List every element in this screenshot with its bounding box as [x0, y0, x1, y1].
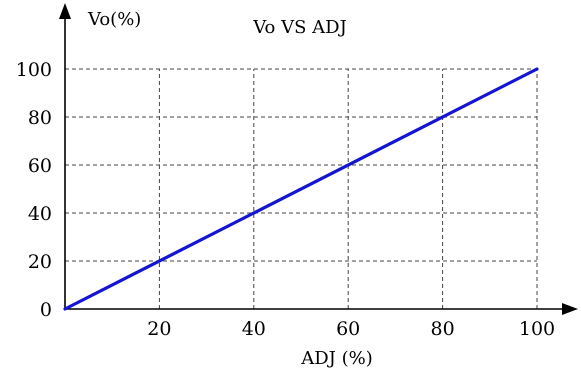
y-axis-title: Vo(%) — [87, 9, 141, 30]
x-tick-label-100: 100 — [519, 318, 555, 340]
series — [63, 67, 539, 311]
x-tick-label-80: 80 — [431, 318, 455, 340]
x-axis-title: ADJ (%) — [300, 348, 373, 369]
y-tick-label-60: 60 — [28, 155, 52, 177]
chart-title: Vo VS ADJ — [252, 17, 347, 38]
y-tick-label-80: 80 — [28, 107, 52, 129]
x-tick-label-20: 20 — [147, 318, 171, 340]
y-tick-label-40: 40 — [28, 203, 52, 225]
series-line-0 — [63, 67, 539, 311]
y-tick-label-0: 0 — [40, 299, 52, 321]
grid — [65, 68, 538, 309]
y-tick-label-20: 20 — [28, 251, 52, 273]
x-axis-arrow-icon — [562, 303, 578, 315]
x-tick-labels: 20 40 60 80 100 — [147, 318, 555, 340]
x-tick-label-40: 40 — [242, 318, 266, 340]
y-tick-labels: 0 20 40 60 80 100 — [16, 59, 52, 321]
y-tick-label-100: 100 — [16, 59, 52, 81]
x-tick-label-60: 60 — [336, 318, 360, 340]
y-axis-arrow-icon — [59, 3, 71, 19]
